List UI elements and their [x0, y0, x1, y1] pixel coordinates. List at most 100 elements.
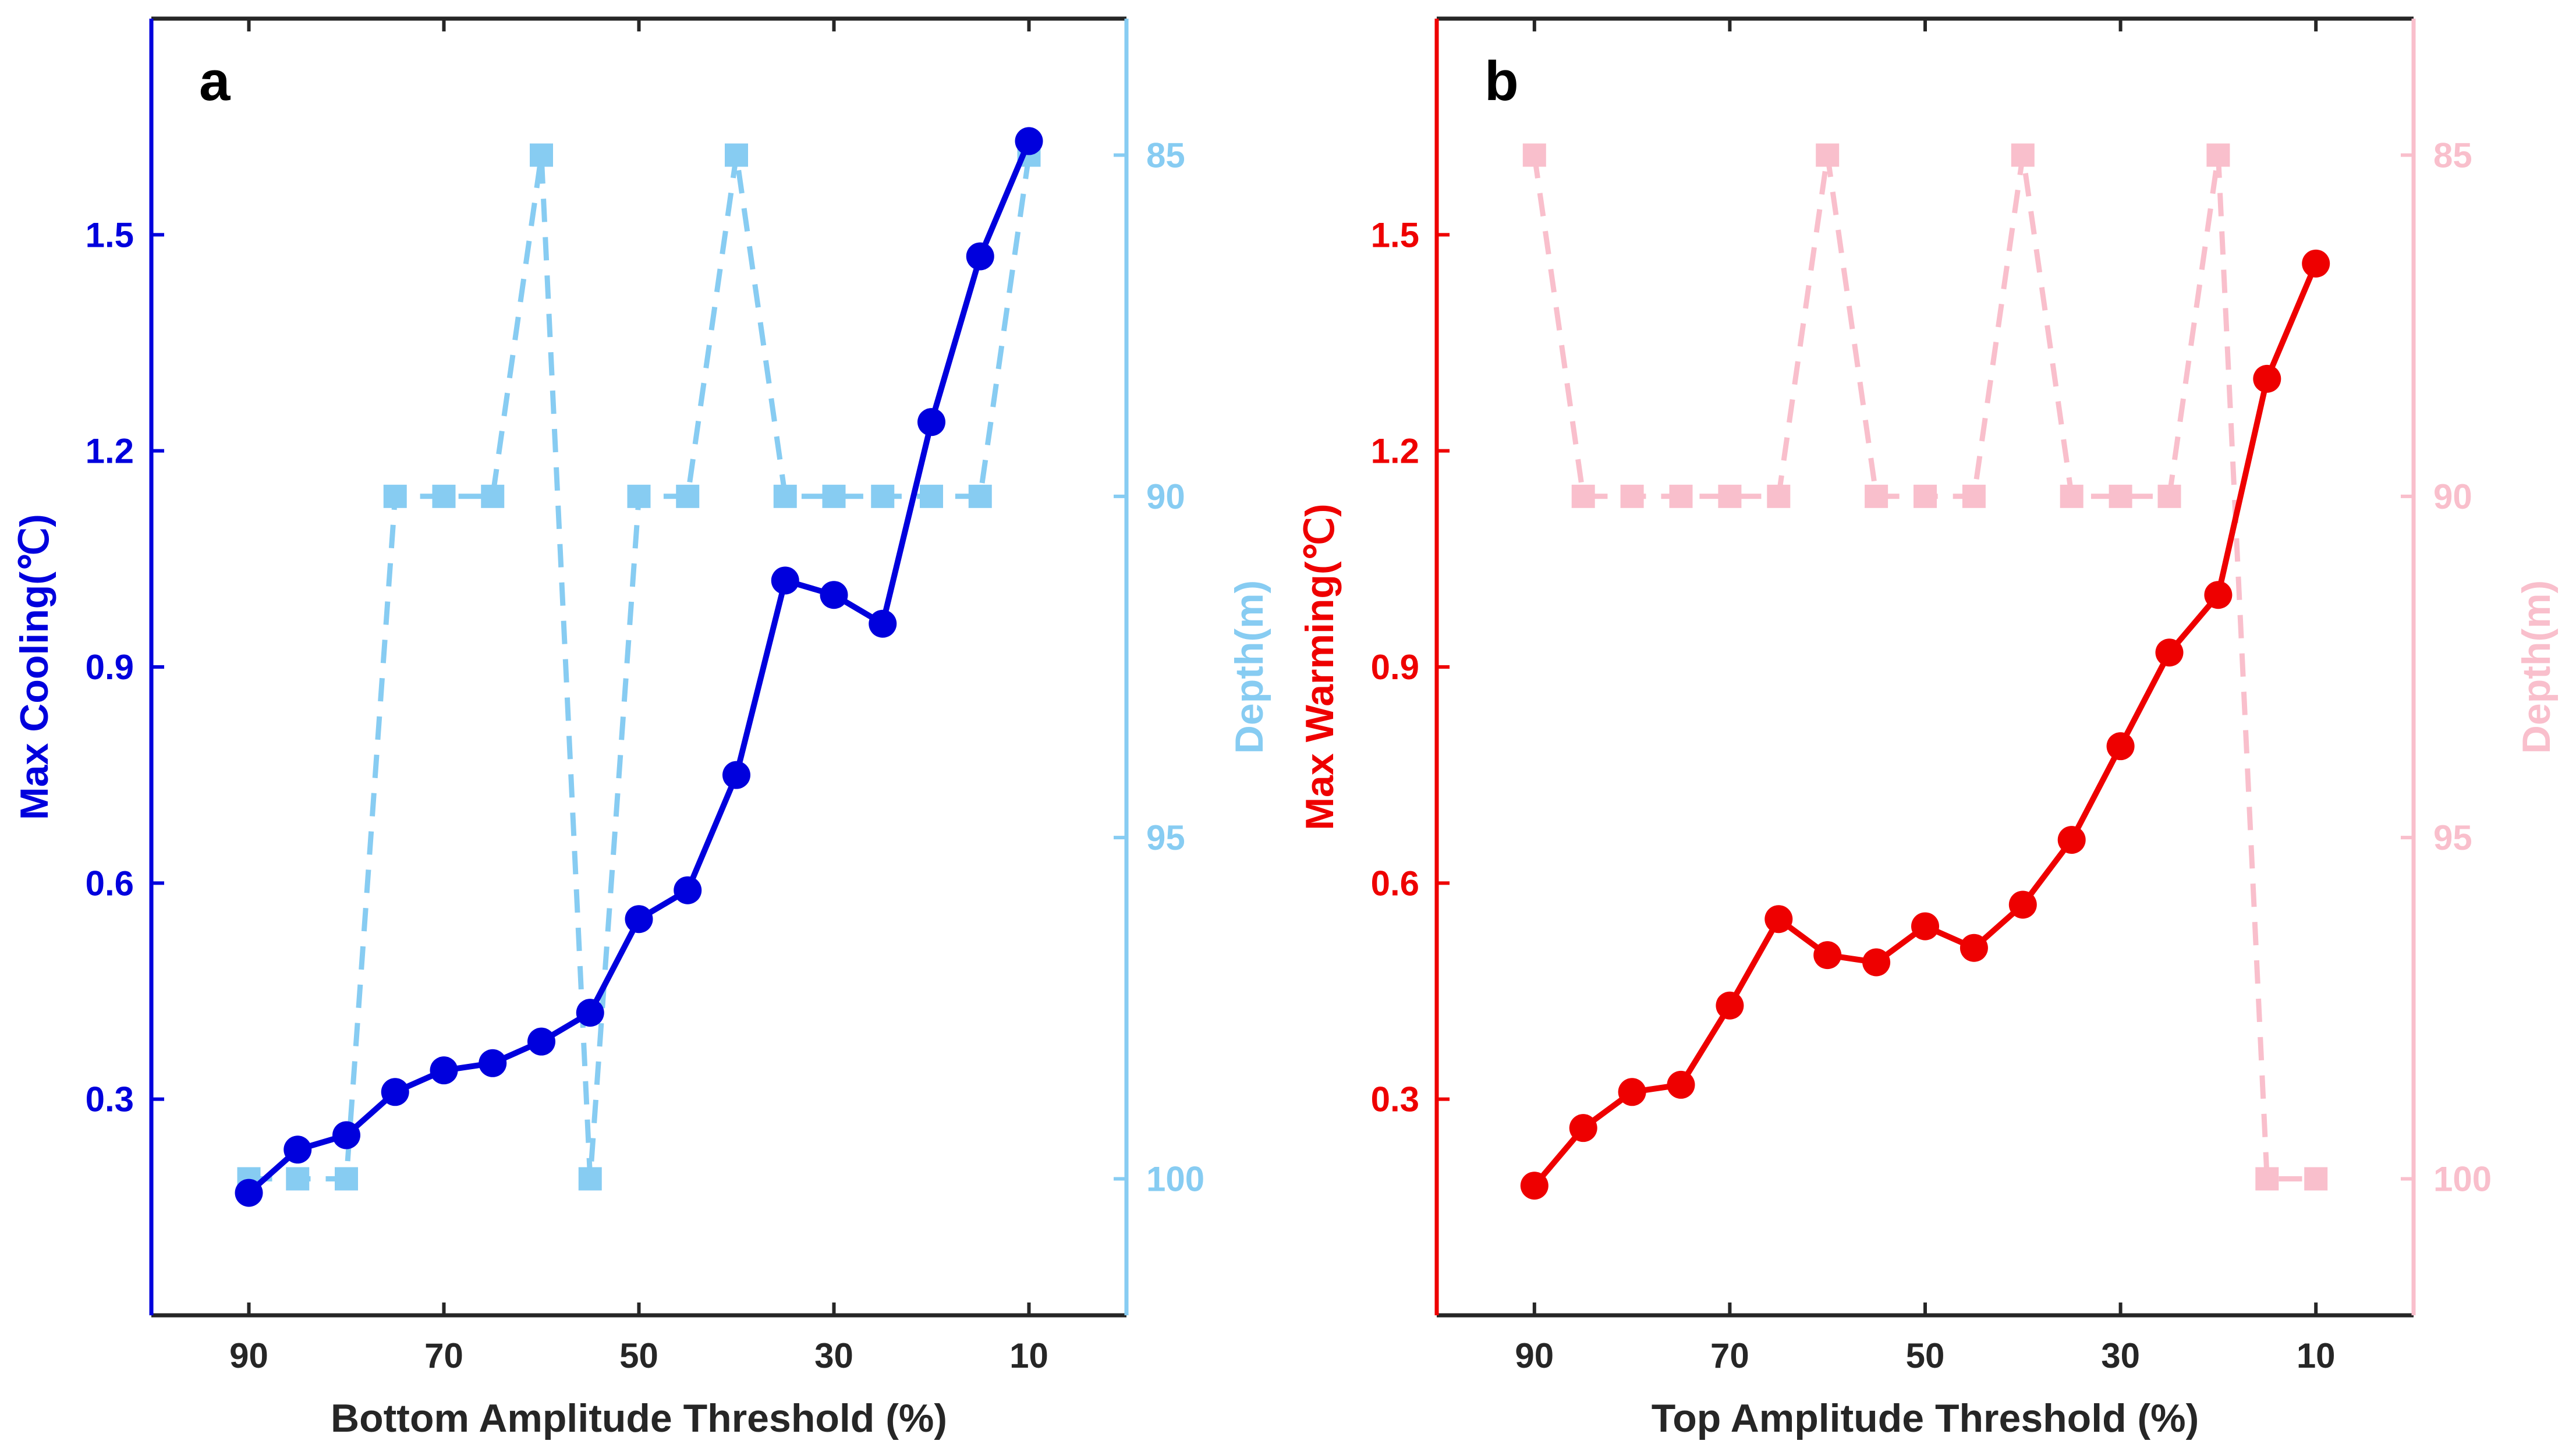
- max-cooling-data-point: [722, 761, 750, 789]
- max-cooling-data-point: [674, 876, 702, 904]
- max-warming-data-point: [1520, 1172, 1549, 1200]
- depth-data-point: [2109, 484, 2132, 508]
- depth-data-point: [530, 143, 553, 167]
- max-cooling-data-point: [479, 1049, 507, 1077]
- left-y-tick-label: 0.9: [86, 648, 134, 687]
- x-tick-label: 70: [1710, 1336, 1749, 1375]
- x-tick-label: 50: [619, 1336, 658, 1375]
- depth-data-point: [1865, 484, 1888, 508]
- max-warming-data-point: [1813, 941, 1842, 970]
- depth-series-line: [1532, 152, 2316, 1181]
- depth-data-point: [1767, 484, 1791, 508]
- right-y-axis-label: Depth(m): [1227, 580, 1271, 754]
- max-cooling-data-point: [1015, 127, 1043, 155]
- depth-data-point: [2206, 143, 2230, 167]
- left-y-axis-label: Max Cooling(℃): [12, 514, 56, 820]
- max-warming-data-point: [1862, 948, 1891, 977]
- x-tick-label: 70: [424, 1336, 463, 1375]
- depth-data-point: [627, 484, 651, 508]
- max-cooling-series-line: [247, 140, 1032, 1195]
- x-tick-label: 30: [2101, 1336, 2140, 1375]
- left-y-tick-label: 1.2: [1371, 432, 1419, 471]
- max-warming-data-point: [2204, 581, 2233, 609]
- max-warming-data-point: [1960, 934, 1988, 962]
- max-warming-data-point: [1764, 905, 1793, 934]
- panel-label: a: [199, 50, 231, 112]
- max-warming-data-point: [1618, 1078, 1646, 1106]
- x-axis-label: Top Amplitude Threshold (%): [1652, 1396, 2199, 1440]
- left-y-tick-label: 1.5: [1371, 215, 1419, 254]
- right-y-tick-label: 90: [2433, 477, 2472, 516]
- depth-data-point: [432, 484, 456, 508]
- max-cooling-data-point: [917, 408, 945, 436]
- depth-data-point: [725, 143, 748, 167]
- depth-data-point: [676, 484, 700, 508]
- right-y-tick-label: 85: [2433, 136, 2472, 175]
- x-tick-label: 30: [814, 1336, 853, 1375]
- right-y-axis-label: Depth(m): [2514, 580, 2559, 754]
- depth-series-line: [249, 152, 1032, 1181]
- x-tick-label: 10: [1009, 1336, 1048, 1375]
- depth-data-point: [1669, 484, 1693, 508]
- depth-data-point: [1816, 143, 1840, 167]
- depth-data-point: [1571, 484, 1595, 508]
- panel-b: 90 70 50 30 10 0.3 0.6 0.9 1.2 1.5 85 90 95 100 Top Am…: [1298, 16, 2559, 1440]
- panel-a: 90 70 50 30 10 0.3 0.6 0.9 1.2 1.5 85 90 95 100 Bottom…: [12, 16, 1271, 1440]
- left-y-tick-label: 0.6: [86, 864, 134, 903]
- max-cooling-data-point: [771, 566, 799, 595]
- max-warming-data-point: [2008, 890, 2037, 919]
- max-cooling-data-point: [332, 1121, 360, 1149]
- left-y-tick-label: 1.5: [86, 215, 134, 254]
- max-warming-data-point: [1667, 1070, 1695, 1099]
- depth-data-point: [920, 484, 943, 508]
- right-y-tick-label: 100: [2433, 1159, 2492, 1198]
- max-cooling-data-point: [576, 999, 604, 1027]
- depth-data-point: [871, 484, 895, 508]
- depth-data-point: [2060, 484, 2084, 508]
- max-warming-data-point: [2106, 732, 2135, 761]
- x-tick-label: 90: [229, 1336, 268, 1375]
- depth-data-point: [1914, 484, 1937, 508]
- max-cooling-data-point: [430, 1056, 458, 1085]
- max-cooling-data-point: [625, 905, 653, 934]
- max-warming-data-point: [2155, 638, 2184, 667]
- max-warming-data-point: [2057, 826, 2086, 854]
- right-y-tick-label: 95: [1146, 818, 1185, 857]
- x-tick-label: 50: [1906, 1336, 1945, 1375]
- right-y-tick-label: 95: [2433, 818, 2472, 857]
- depth-data-point: [1962, 484, 1986, 508]
- left-y-tick-label: 0.9: [1371, 648, 1419, 687]
- left-y-axis-label: Max Warming(℃): [1298, 503, 1342, 830]
- depth-data-point: [968, 484, 992, 508]
- depth-data-point: [1718, 484, 1742, 508]
- right-y-tick-label: 90: [1146, 477, 1185, 516]
- left-y-tick-label: 0.6: [1371, 864, 1419, 903]
- left-y-tick-label: 1.2: [86, 432, 134, 471]
- depth-data-point: [2157, 484, 2181, 508]
- max-warming-data-point: [1911, 912, 1939, 941]
- depth-data-point: [2255, 1167, 2279, 1191]
- depth-data-point: [1522, 143, 1546, 167]
- x-tick-label: 10: [2297, 1336, 2336, 1375]
- max-warming-data-point: [1716, 991, 1744, 1020]
- panel-label: b: [1484, 50, 1519, 112]
- max-cooling-data-point: [235, 1179, 263, 1207]
- max-warming-data-point: [1569, 1114, 1597, 1142]
- left-y-tick-label: 0.3: [1371, 1080, 1419, 1119]
- depth-data-point: [1620, 484, 1644, 508]
- max-cooling-data-point: [284, 1135, 312, 1164]
- depth-data-point: [2011, 143, 2035, 167]
- depth-data-point: [2304, 1167, 2328, 1191]
- depth-data-point: [383, 484, 407, 508]
- max-warming-data-point: [2253, 364, 2281, 393]
- max-warming-series-line: [1532, 262, 2319, 1188]
- max-cooling-data-point: [820, 581, 848, 609]
- depth-data-point: [578, 1167, 602, 1191]
- right-y-tick-label: 100: [1146, 1159, 1204, 1198]
- max-warming-data-point: [2302, 249, 2330, 278]
- x-axis-label: Bottom Amplitude Threshold (%): [331, 1396, 947, 1440]
- max-cooling-data-point: [381, 1078, 409, 1106]
- depth-data-point: [481, 484, 505, 508]
- depth-data-point: [822, 484, 846, 508]
